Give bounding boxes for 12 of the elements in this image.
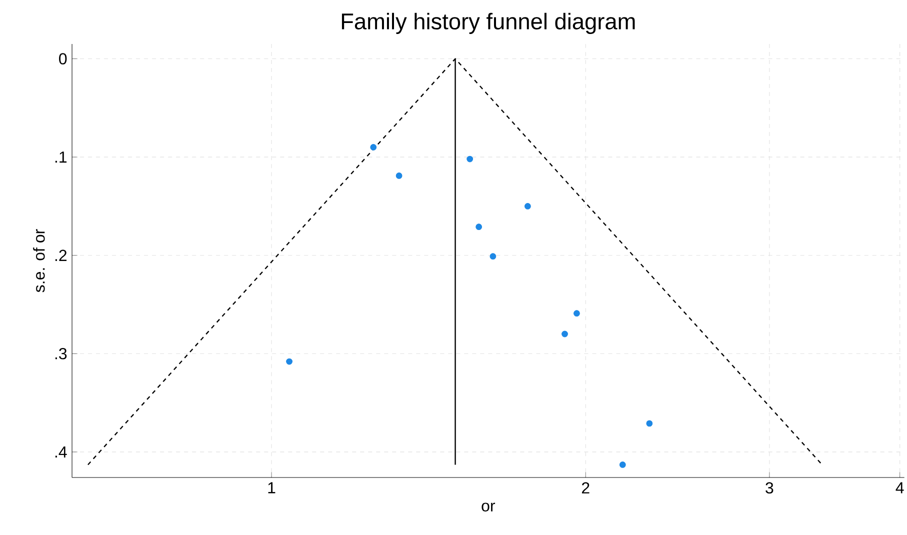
x-tick-label: 2	[582, 482, 590, 494]
y-tick-label: .2	[55, 250, 67, 262]
x-tick-label: 3	[766, 482, 774, 494]
y-tick-label: .3	[55, 348, 67, 360]
y-tick-label: .4	[55, 446, 67, 458]
y-axis-title: s.e. of or	[33, 229, 45, 292]
x-axis-title: or	[482, 502, 496, 512]
y-tick-label: 0	[59, 53, 67, 64]
x-tick-label: 4	[896, 482, 904, 494]
chart-title: Family history funnel diagram	[342, 12, 635, 34]
x-tick-label: 1	[268, 482, 276, 494]
y-tick-label: .1	[55, 152, 67, 163]
